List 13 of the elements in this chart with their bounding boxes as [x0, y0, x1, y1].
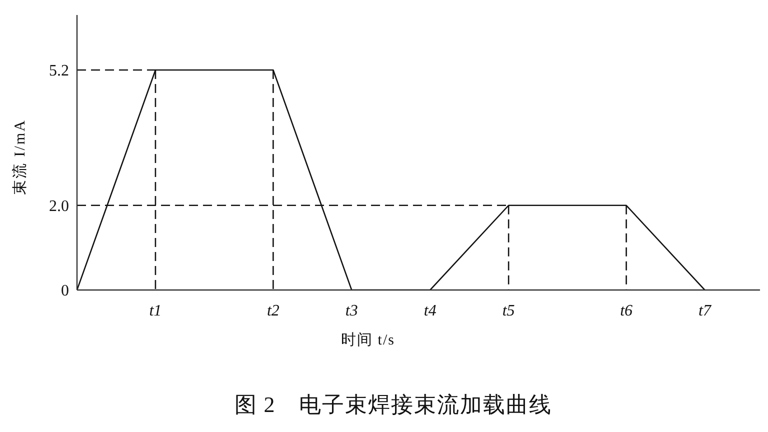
x-tick-label: t7: [698, 302, 712, 320]
x-tick-label: t1: [149, 302, 162, 320]
x-tick-label: t2: [266, 302, 280, 320]
x-axis-title: 时间 t/s: [341, 331, 395, 350]
y-tick-label: 5.2: [49, 62, 69, 80]
x-tick-label: t6: [620, 302, 633, 320]
x-tick-label: t4: [424, 302, 436, 320]
x-tick-label: t3: [345, 302, 358, 320]
y-tick-label: 2.0: [49, 198, 69, 216]
x-tick-label: t5: [502, 302, 515, 320]
y-axis-title: 束流 I/mA: [10, 119, 30, 195]
y-tick-label: 0: [61, 282, 69, 300]
text: 图 2 电子束焊接束流加载曲线: [234, 391, 552, 419]
